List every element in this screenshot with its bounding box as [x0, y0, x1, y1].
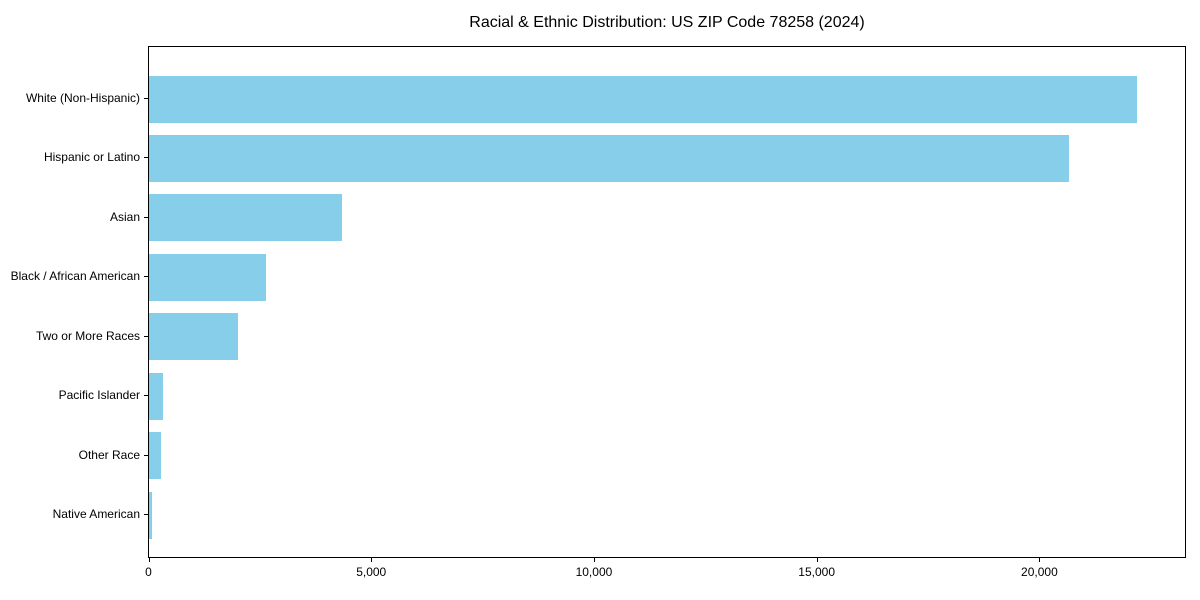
y-tick-label-asian: Asian — [109, 209, 140, 224]
y-tick-label-black-african-american: Black / African American — [10, 269, 140, 284]
bar-native-american — [149, 491, 152, 539]
y-tick-mark — [144, 335, 148, 337]
y-tick-mark — [144, 157, 148, 159]
y-tick-label-pacific-islander: Pacific Islander — [58, 388, 140, 403]
bar-two-or-more-races — [149, 313, 239, 361]
x-tick-mark — [593, 558, 595, 562]
x-tick-mark — [1039, 558, 1041, 562]
y-tick-label-two-or-more-races: Two or More Races — [35, 328, 140, 343]
y-tick-mark — [144, 216, 148, 218]
x-tick-label: 0 — [145, 565, 152, 579]
x-tick-label: 20,000 — [1021, 565, 1058, 579]
bar-black-african-american — [149, 253, 267, 301]
x-tick-label: 5,000 — [356, 565, 387, 579]
chart-title: Racial & Ethnic Distribution: US ZIP Cod… — [469, 14, 865, 31]
bar-white-non-hispanic — [149, 75, 1137, 123]
y-tick-label-white-non-hispanic: White (Non-Hispanic) — [25, 91, 140, 105]
x-tick-mark — [371, 558, 373, 562]
bar-hispanic-or-latino — [149, 134, 1069, 182]
x-tick-mark — [148, 558, 150, 562]
y-tick-mark — [144, 514, 148, 515]
x-tick-mark — [816, 558, 818, 562]
y-tick-label-other-race: Other Race — [78, 447, 140, 462]
x-tick-label: 15,000 — [798, 565, 836, 579]
bar-asian — [149, 194, 342, 242]
y-tick-label-hispanic-or-latino: Hispanic or Latino — [43, 150, 140, 165]
y-tick-mark — [144, 276, 148, 278]
y-tick-label-native-american: Native American — [52, 507, 140, 521]
bar-pacific-islander — [149, 372, 163, 420]
x-tick-label: 10,000 — [575, 565, 613, 579]
plot-area — [148, 46, 1186, 558]
y-tick-mark — [144, 98, 148, 99]
bar-other-race — [149, 432, 162, 480]
y-tick-mark — [144, 454, 148, 456]
y-tick-mark — [144, 395, 148, 397]
